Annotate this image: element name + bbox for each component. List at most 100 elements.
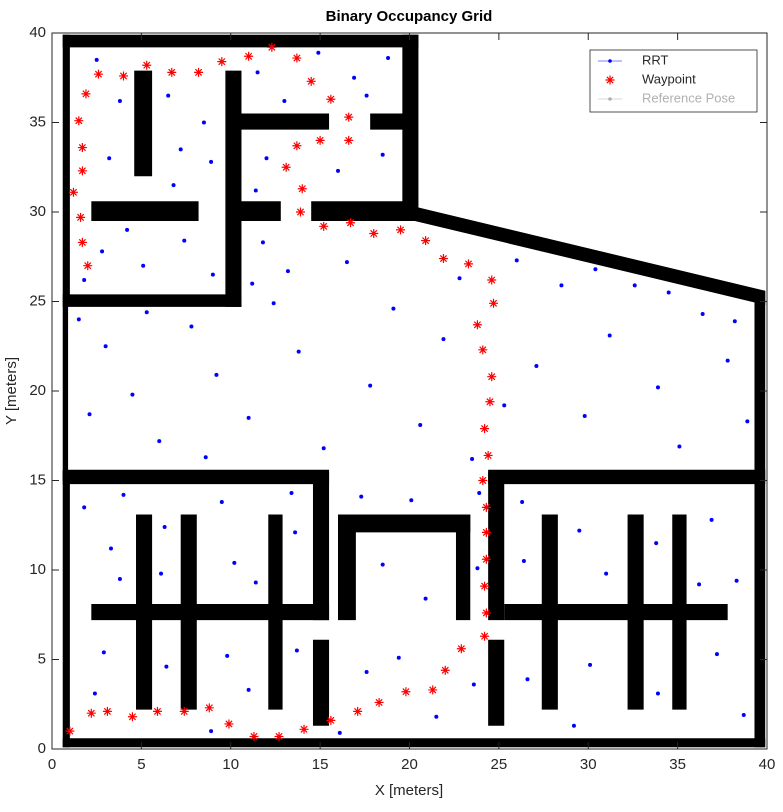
waypoint-marker [346, 218, 356, 228]
obstacle [338, 514, 356, 621]
waypoint-marker [65, 726, 75, 736]
y-tick-label: 25 [29, 292, 46, 309]
waypoint-marker [326, 715, 336, 725]
rrt-node [264, 156, 269, 161]
rrt-node [593, 267, 598, 272]
rrt-node [103, 344, 108, 349]
rrt-node [423, 596, 428, 601]
rrt-node [677, 444, 682, 449]
rrt-node [255, 70, 260, 75]
waypoint-marker [292, 53, 302, 63]
legend-label: RRT [642, 52, 669, 67]
rrt-node [130, 392, 135, 397]
rrt-node [141, 263, 146, 268]
rrt-node [521, 559, 526, 564]
obstacle [504, 604, 728, 621]
rrt-node [182, 238, 187, 243]
obstacle [62, 305, 69, 481]
waypoint-marker [319, 221, 329, 231]
rrt-node [588, 662, 593, 667]
waypoint-marker [489, 298, 499, 308]
rrt-node [260, 240, 265, 245]
obstacle [312, 471, 330, 621]
waypoint-marker [472, 320, 482, 330]
rrt-node [418, 423, 423, 428]
obstacle [239, 113, 330, 130]
obstacle [402, 34, 419, 221]
rrt-node [189, 324, 194, 329]
waypoint-marker [204, 703, 214, 713]
obstacle [414, 206, 766, 306]
x-axis-label: X [meters] [375, 782, 443, 799]
obstacle [370, 113, 405, 130]
rrt-node [344, 260, 349, 265]
rrt-node [157, 439, 162, 444]
waypoint-marker [127, 712, 137, 722]
obstacle [136, 514, 153, 710]
rrt-node [246, 687, 251, 692]
x-tick-label: 35 [669, 756, 686, 773]
rrt-node [475, 566, 480, 571]
rrt-node [214, 372, 219, 377]
rrt-node [714, 652, 719, 657]
waypoint-marker [481, 502, 491, 512]
rrt-node [577, 528, 582, 533]
rrt-node [520, 499, 525, 504]
rrt-node [745, 419, 750, 424]
obstacle [541, 514, 558, 710]
waypoint-marker [438, 254, 448, 264]
waypoint-marker [396, 225, 406, 235]
waypoint-marker [299, 724, 309, 734]
rrt-node [289, 491, 294, 496]
x-tick-label: 30 [580, 756, 597, 773]
waypoint-marker [295, 207, 305, 217]
obstacle [488, 639, 505, 726]
legend-label: Reference Pose [642, 90, 735, 105]
waypoint-marker [485, 397, 495, 407]
rrt-node [741, 712, 746, 717]
waypoint-marker [481, 554, 491, 564]
waypoint-marker [487, 275, 497, 285]
x-tick-label: 25 [491, 756, 508, 773]
waypoint-marker [102, 706, 112, 716]
waypoint-marker [194, 67, 204, 77]
y-tick-label: 20 [29, 382, 46, 399]
rrt-node [209, 159, 214, 164]
legend-label: Waypoint [642, 71, 696, 86]
y-tick-label: 15 [29, 471, 46, 488]
rrt-node [164, 664, 169, 669]
obstacle [62, 738, 766, 748]
rrt-node [364, 670, 369, 675]
waypoint-marker [421, 236, 431, 246]
waypoint-marker [456, 644, 466, 654]
waypoint-marker [167, 67, 177, 77]
rrt-node [201, 120, 206, 125]
waypoint-marker [142, 60, 152, 70]
waypoint-marker [68, 187, 78, 197]
waypoint-marker [281, 162, 291, 172]
rrt-node [250, 281, 255, 286]
rrt-node [559, 283, 564, 288]
waypoint-marker [93, 69, 103, 79]
obstacle [455, 514, 471, 621]
obstacle [62, 471, 70, 748]
rrt-node [359, 494, 364, 499]
waypoint-marker [297, 184, 307, 194]
rrt-node [285, 269, 290, 274]
waypoint-marker [267, 42, 277, 52]
y-tick-label: 5 [38, 650, 46, 667]
rrt-node [144, 310, 149, 315]
waypoint-marker [463, 259, 473, 269]
waypoint-marker [480, 631, 490, 641]
legend-marker [608, 59, 612, 63]
obstacle [488, 471, 505, 621]
waypoint-marker [292, 141, 302, 151]
rrt-node [477, 491, 482, 496]
rrt-node [203, 455, 208, 460]
rrt-node [386, 56, 391, 61]
rrt-node [732, 319, 737, 324]
y-axis-label: Y [meters] [3, 357, 20, 425]
waypoint-marker [369, 228, 379, 238]
obstacle [134, 70, 153, 177]
rrt-node [380, 152, 385, 157]
